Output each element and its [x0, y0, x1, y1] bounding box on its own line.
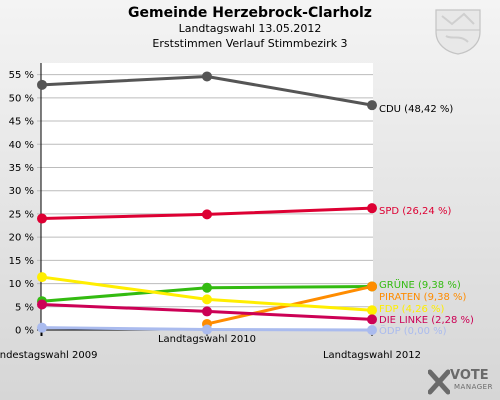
data-point [202, 209, 212, 220]
data-point [202, 282, 212, 293]
series-end-label: GRÜNE (9,38 %) [379, 278, 461, 291]
data-point [367, 314, 377, 325]
logo-subtext: MANAGER [454, 383, 493, 391]
data-point [367, 100, 377, 111]
y-tick-label: 50 % [9, 93, 34, 104]
x-tick-label: Landtagswahl 2012 [323, 350, 421, 361]
data-point [367, 281, 377, 292]
data-point [202, 306, 212, 317]
votemanager-logo: VOTE MANAGER [428, 366, 498, 398]
data-point [202, 294, 212, 305]
y-tick-label: 55 % [9, 70, 34, 81]
ballot-x-icon [428, 369, 450, 395]
y-tick-label: 25 % [9, 209, 34, 220]
data-point [202, 71, 212, 82]
data-point [37, 213, 47, 224]
y-tick-label: 5 % [15, 302, 34, 313]
chart-title: Gemeinde Herzebrock-Clarholz [128, 5, 372, 21]
series-end-label: ÖDP (0,00 %) [379, 324, 447, 337]
chart-subtitle-2: Erststimmen Verlauf Stimmbezirk 3 [152, 37, 348, 50]
logo-text: VOTE [450, 368, 489, 383]
series-end-label: SPD (26,24 %) [379, 206, 451, 217]
y-tick-label: 10 % [9, 279, 34, 290]
x-tick-label: Bundestagswahl 2009 [0, 350, 97, 361]
data-point [367, 325, 377, 335]
y-tick-label: 40 % [9, 140, 34, 151]
series-end-label: CDU (48,42 %) [379, 104, 453, 115]
chart-subtitle: Landtagswahl 13.05.2012 [178, 22, 322, 35]
x-tick-label: Landtagswahl 2010 [158, 334, 256, 345]
y-tick-label: 45 % [9, 117, 34, 128]
y-tick-label: 15 % [9, 256, 34, 267]
y-tick-label: 35 % [9, 163, 34, 174]
data-point [37, 79, 47, 90]
data-point [367, 203, 377, 214]
series-end-label: DIE LINKE (2,28 %) [379, 315, 474, 326]
y-tick-label: 0 % [15, 326, 34, 337]
y-tick-label: 30 % [9, 186, 34, 197]
data-point [367, 305, 377, 316]
data-point [37, 299, 47, 310]
data-point [202, 324, 212, 335]
data-point [37, 272, 47, 283]
data-point [37, 322, 47, 333]
series-end-label: FDP (4,26 %) [379, 304, 445, 315]
series-end-label: PIRATEN (9,38 %) [379, 292, 467, 303]
y-tick-label: 20 % [9, 233, 34, 244]
coat-of-arms-icon [435, 9, 481, 55]
